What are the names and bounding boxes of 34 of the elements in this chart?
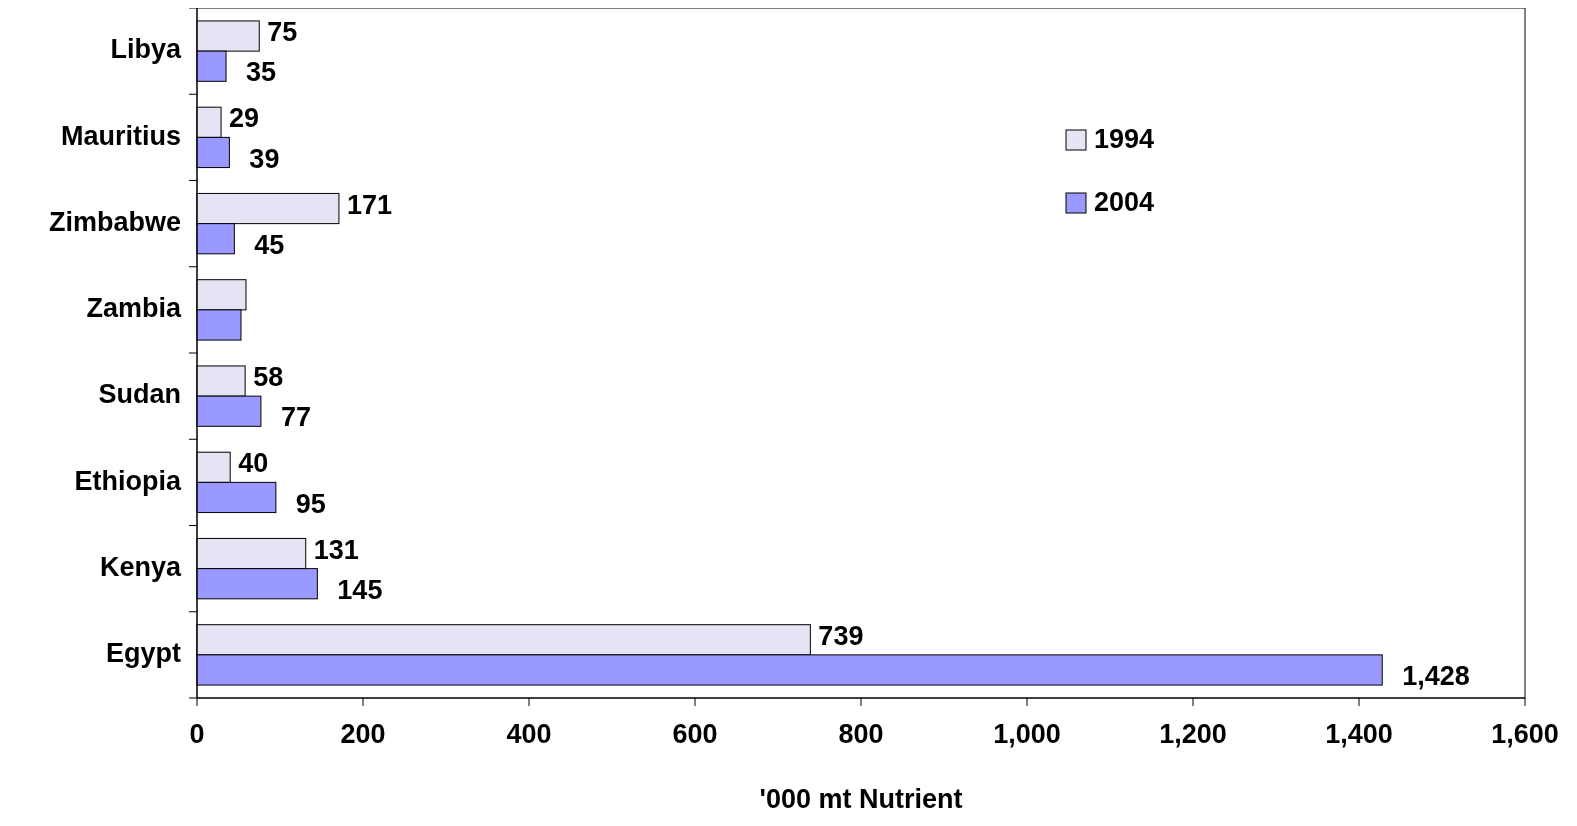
data-label: 75 — [267, 17, 298, 48]
x-tick-label: 1,400 — [1325, 719, 1393, 749]
x-tick-label: 1,200 — [1159, 719, 1227, 749]
y-tick-label: Mauritius — [60, 120, 181, 151]
data-label: 40 — [238, 448, 269, 479]
y-tick-label: Kenya — [99, 551, 182, 582]
y-tick-label: Zambia — [86, 293, 182, 323]
data-label: 39 — [249, 143, 280, 174]
data-label: 29 — [229, 103, 260, 134]
y-tick-label: Egypt — [105, 638, 181, 668]
data-label: 35 — [246, 57, 277, 88]
x-axis-title: '000 mt Nutrient — [759, 784, 963, 814]
x-tick-label: 800 — [838, 719, 884, 749]
data-label: 1,428 — [1402, 661, 1470, 692]
y-tick-label: Ethiopia — [74, 465, 182, 496]
y-tick-label: Sudan — [98, 379, 181, 410]
x-tick-label: 0 — [189, 719, 205, 749]
x-tick-label: 200 — [340, 719, 386, 749]
x-tick-label: 400 — [506, 719, 552, 749]
x-tick-label: 1,000 — [993, 719, 1061, 749]
x-tick-label: 1,600 — [1491, 719, 1559, 749]
data-label: 58 — [253, 362, 284, 393]
data-label: 145 — [337, 574, 383, 605]
data-label: 171 — [346, 189, 392, 220]
data-label: 739 — [818, 620, 864, 651]
x-tick-label: 600 — [672, 719, 718, 749]
legend-label: 1994 — [1094, 124, 1155, 155]
legend-label: 2004 — [1094, 187, 1155, 218]
data-label: 95 — [295, 488, 326, 519]
data-label: 45 — [254, 229, 285, 260]
y-tick-label: Zimbabwe — [48, 206, 181, 237]
data-label: 131 — [313, 534, 359, 565]
data-label: 77 — [280, 402, 311, 433]
y-tick-label: Libya — [110, 34, 182, 65]
